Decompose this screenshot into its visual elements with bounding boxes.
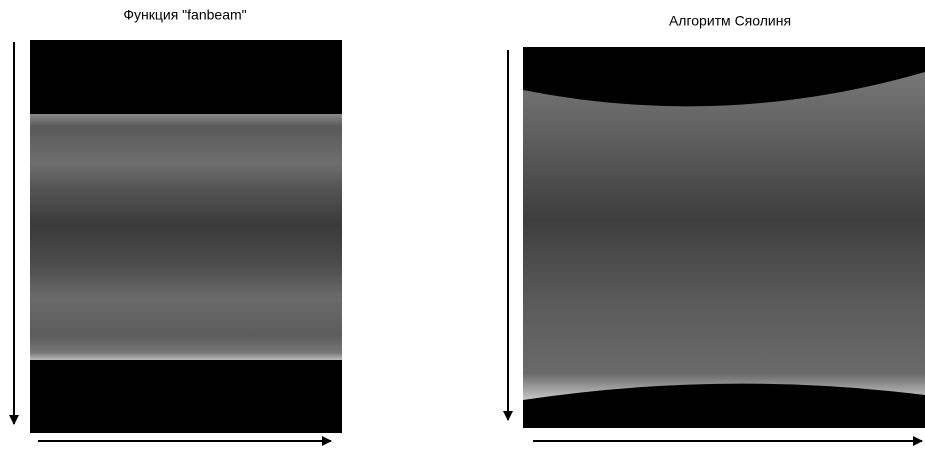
image-xiaolin bbox=[523, 47, 925, 428]
image-fanbeam bbox=[30, 40, 342, 433]
caption: Функция "fanbeam" bbox=[123, 7, 246, 23]
caption: Алгоритм Сяолиня bbox=[669, 13, 791, 29]
figure: Функция "fanbeam" Алгоритм Сяолиня bbox=[0, 0, 925, 451]
